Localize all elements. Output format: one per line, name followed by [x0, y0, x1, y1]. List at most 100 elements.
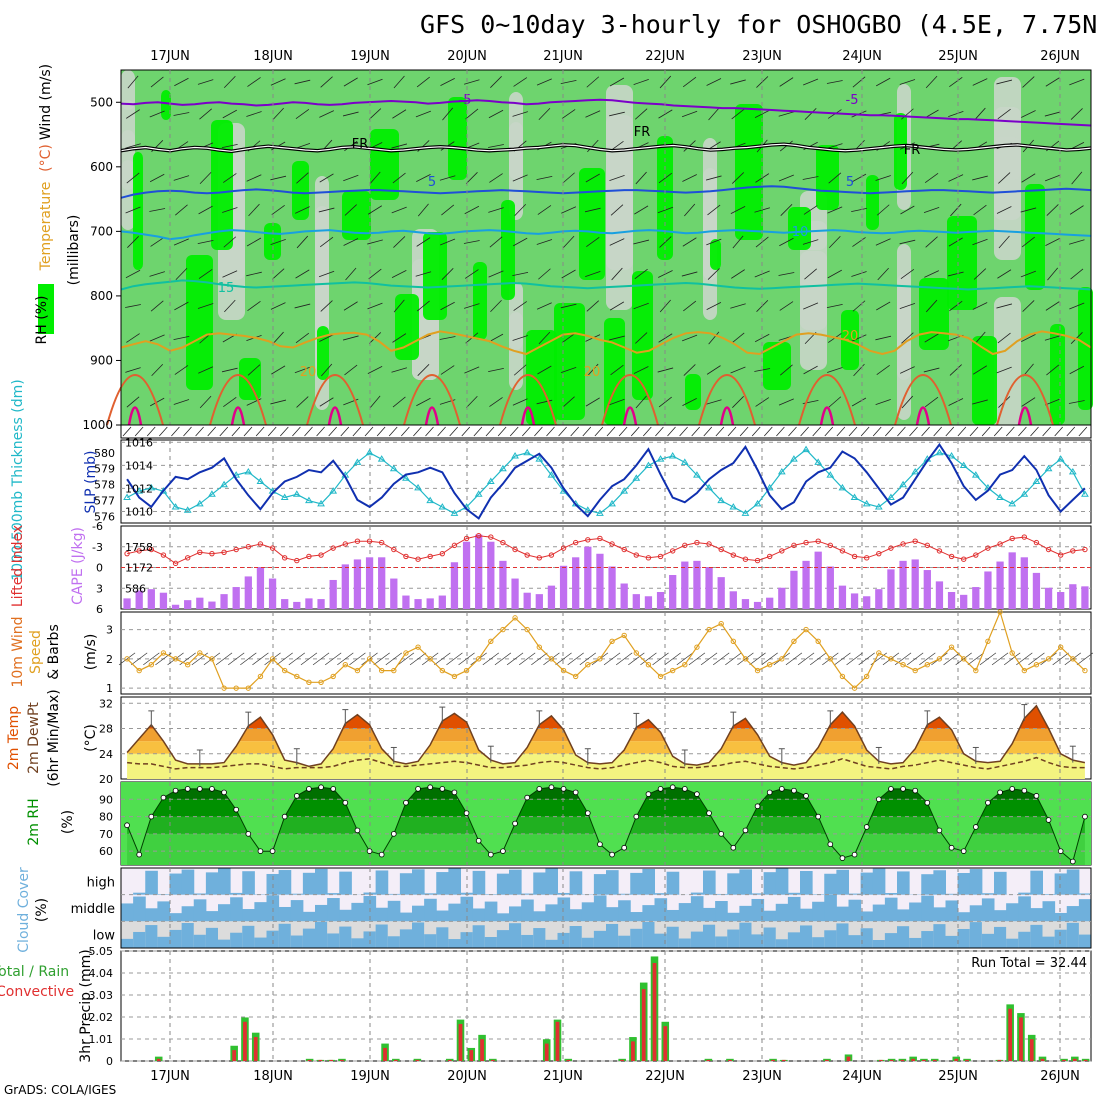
wind-barb — [1045, 301, 1060, 311]
wind-barb — [272, 107, 284, 121]
lifted-marker — [172, 560, 179, 567]
lifted-marker — [888, 545, 894, 551]
cape-bar — [596, 553, 604, 609]
rh-moist-patch — [395, 294, 419, 360]
lifted-marker — [1033, 539, 1040, 546]
cape-bar — [826, 566, 834, 609]
wind-barb — [367, 366, 383, 374]
cloud-cell — [157, 901, 170, 922]
wind10-marker — [294, 673, 300, 680]
wind-barb — [296, 172, 309, 184]
cape-bar — [644, 596, 653, 609]
temp2m-line — [126, 704, 1086, 768]
isotherm-line — [120, 229, 1092, 241]
cloud-cell — [763, 910, 777, 922]
cape-bar — [365, 557, 374, 609]
thickness-marker — [147, 483, 156, 491]
wind10-marker — [124, 656, 130, 662]
temp-tick-label: 24 — [99, 748, 113, 761]
wind-barb — [538, 268, 551, 280]
wind-barb — [900, 205, 915, 215]
lifted-marker — [500, 539, 506, 546]
cloud-cell — [205, 911, 219, 922]
rh2m-marker — [1057, 848, 1064, 854]
cloud-cell — [884, 933, 898, 948]
wind10-marker — [645, 662, 652, 668]
isotherm-30 — [719, 406, 735, 426]
wind-barb — [536, 175, 553, 181]
cloud-cell — [666, 871, 680, 895]
wind-barb — [222, 207, 238, 213]
wind10-barb — [506, 652, 524, 666]
cloud-cell — [824, 873, 837, 895]
wind-barb — [537, 365, 552, 375]
wind-barb — [658, 333, 673, 343]
wind-barb — [465, 395, 478, 409]
lifted-marker — [657, 553, 664, 560]
thickness-marker — [499, 464, 507, 472]
wind10-barb — [118, 652, 136, 666]
rh2m-marker — [997, 789, 1003, 796]
wind-barb — [731, 172, 745, 184]
thickness-marker — [814, 458, 823, 465]
wind10-barb — [785, 652, 803, 666]
thickness-marker — [874, 503, 883, 510]
wind10-barb — [991, 652, 1009, 666]
cloud-cell — [193, 899, 207, 922]
lifted-marker — [451, 542, 458, 549]
wind10-barb — [894, 652, 912, 666]
cape-bar — [608, 566, 616, 609]
cloud-cell — [994, 926, 1007, 948]
rh2m-marker — [985, 799, 991, 806]
wind-barb — [875, 175, 891, 181]
rh-moist-patch — [423, 232, 447, 320]
wind-barb — [150, 397, 165, 407]
cape-bar — [899, 560, 907, 609]
surface-barb-strip — [120, 424, 1092, 439]
slp-tick-label: 1016 — [125, 436, 153, 449]
wind-barb — [369, 395, 381, 409]
cloud-cell — [775, 868, 789, 895]
rh2m-marker — [827, 841, 834, 848]
cloud-cell — [884, 897, 898, 922]
lifted-marker — [354, 538, 361, 544]
wind-barb — [392, 172, 406, 184]
cloud-cell — [957, 928, 971, 948]
wind-barb — [708, 331, 720, 345]
thickness-marker — [1056, 455, 1065, 462]
lifted-tick-label: -3 — [92, 541, 103, 554]
cape-bar — [414, 599, 422, 609]
precip-conv-bar — [1083, 1059, 1088, 1061]
thickness-marker — [1020, 490, 1029, 497]
wind-barb — [489, 236, 503, 248]
rh-moist-patch — [735, 104, 763, 240]
rh2m-marker — [451, 789, 458, 796]
cape-bar — [390, 578, 398, 609]
wind10-barb — [797, 652, 815, 666]
wind-barb — [925, 75, 938, 89]
wind-barb — [538, 107, 551, 121]
surface-barb — [267, 426, 277, 437]
wind-barb — [319, 236, 334, 248]
thickness-tick-label: 578 — [94, 479, 115, 492]
wind-barb — [731, 108, 745, 120]
precip-tick-label: 2.02 — [89, 1011, 114, 1024]
cloud-cell — [654, 898, 668, 922]
wind-barb — [707, 204, 721, 216]
surface-barb — [255, 426, 265, 437]
rh2m-marker — [791, 787, 797, 794]
wind10-marker — [391, 667, 397, 674]
rh-moist-patch — [919, 278, 949, 350]
top-date-label: 20JUN — [447, 49, 487, 64]
pressure-tick-label: 600 — [90, 160, 113, 174]
rh-moist-patch — [133, 152, 143, 270]
cloud-cell — [145, 908, 158, 922]
lifted-marker — [706, 541, 712, 547]
cloud-axis-label: Cloud Cover — [16, 867, 32, 953]
surface-barb — [558, 426, 567, 437]
cloud-cell — [666, 926, 680, 948]
precip-conv-bar — [318, 1059, 323, 1061]
rh-moist-patch — [866, 175, 879, 230]
wind-barb — [950, 203, 962, 217]
wind10-barb — [628, 652, 645, 666]
